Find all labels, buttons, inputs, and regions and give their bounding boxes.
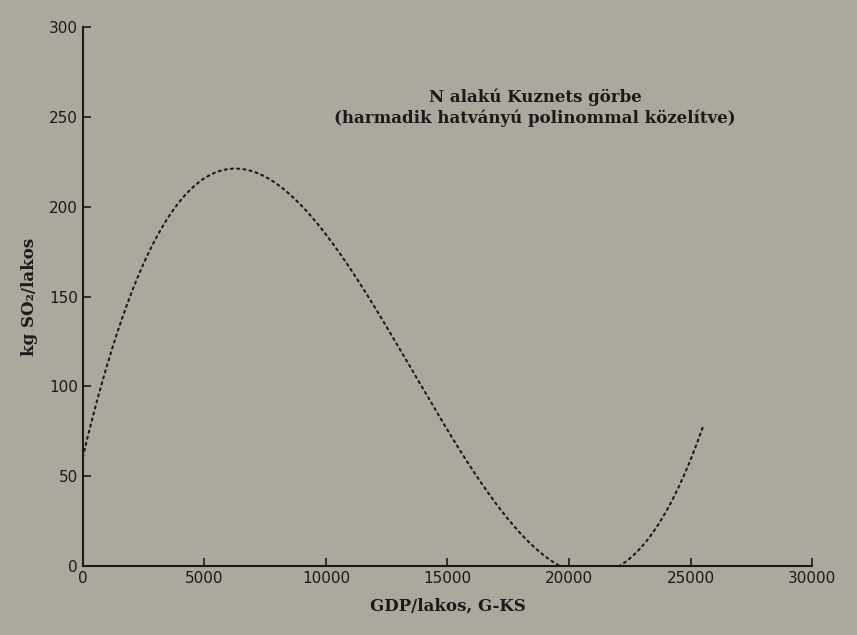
X-axis label: GDP/lakos, G-KS: GDP/lakos, G-KS bbox=[369, 597, 525, 614]
Text: N alakú Kuznets görbe
(harmadik hatványú polinommal közelítve): N alakú Kuznets görbe (harmadik hatványú… bbox=[334, 89, 736, 126]
Y-axis label: kg SO₂/lakos: kg SO₂/lakos bbox=[21, 237, 38, 356]
